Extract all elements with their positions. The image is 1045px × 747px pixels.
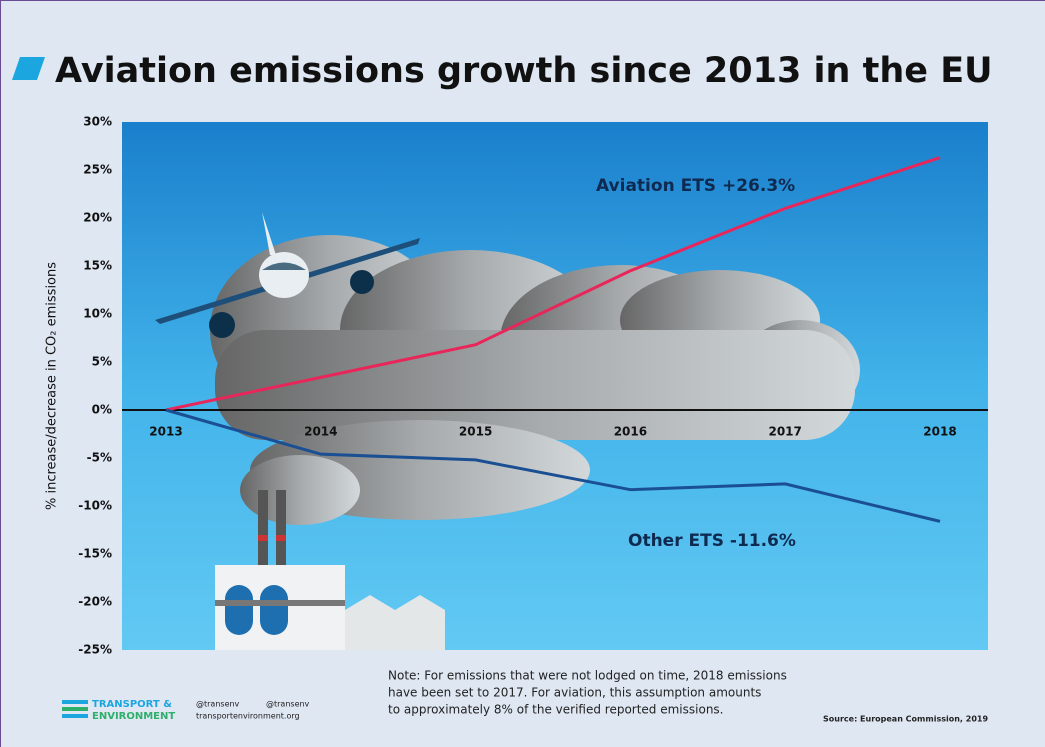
y-tick-label: -20% bbox=[78, 595, 112, 609]
website: transportenvironment.org bbox=[196, 712, 300, 721]
note: have been set to 2017. For aviation, thi… bbox=[388, 686, 761, 700]
line-series bbox=[165, 156, 941, 412]
y-axis-label: % increase/decrease in CO₂ emissions bbox=[45, 262, 60, 510]
x-tick-label: 2018 bbox=[923, 425, 956, 439]
y-tick-label: 25% bbox=[83, 163, 112, 177]
note: to approximately 8% of the verified repo… bbox=[388, 703, 724, 717]
y-tick-label: 10% bbox=[83, 307, 112, 321]
note: Note: For emissions that were not lodged… bbox=[388, 669, 787, 683]
line-series bbox=[165, 408, 941, 523]
annotation: Aviation ETS +26.3% bbox=[596, 176, 795, 196]
y-tick-label: 20% bbox=[83, 211, 112, 225]
logo-text: TRANSPORT & bbox=[92, 699, 172, 710]
x-tick-label: 2015 bbox=[459, 425, 492, 439]
x-tick-label: 2016 bbox=[614, 425, 647, 439]
social-handle: @transenv bbox=[196, 700, 240, 709]
logo bbox=[62, 700, 88, 718]
x-tick-label: 2013 bbox=[149, 425, 182, 439]
title-marker bbox=[12, 57, 45, 80]
source: Source: European Commission, 2019 bbox=[823, 715, 988, 724]
x-tick-label: 2017 bbox=[768, 425, 801, 439]
factory bbox=[215, 490, 445, 650]
y-tick-label: -5% bbox=[87, 451, 112, 465]
chart-title: Aviation emissions growth since 2013 in … bbox=[55, 51, 993, 91]
y-tick-label: -25% bbox=[78, 643, 112, 657]
airplane bbox=[155, 212, 420, 338]
y-tick-label: 15% bbox=[83, 259, 112, 273]
y-tick-label: 5% bbox=[92, 355, 112, 369]
y-tick-label: -10% bbox=[78, 499, 112, 513]
logo-text: ENVIRONMENT bbox=[92, 711, 175, 722]
x-tick-label: 2014 bbox=[304, 425, 337, 439]
y-tick-label: 30% bbox=[83, 115, 112, 129]
annotation: Other ETS -11.6% bbox=[628, 531, 796, 551]
social-handle: @transenv bbox=[266, 700, 310, 709]
y-tick-label: 0% bbox=[92, 403, 112, 417]
y-tick-label: -15% bbox=[78, 547, 112, 561]
